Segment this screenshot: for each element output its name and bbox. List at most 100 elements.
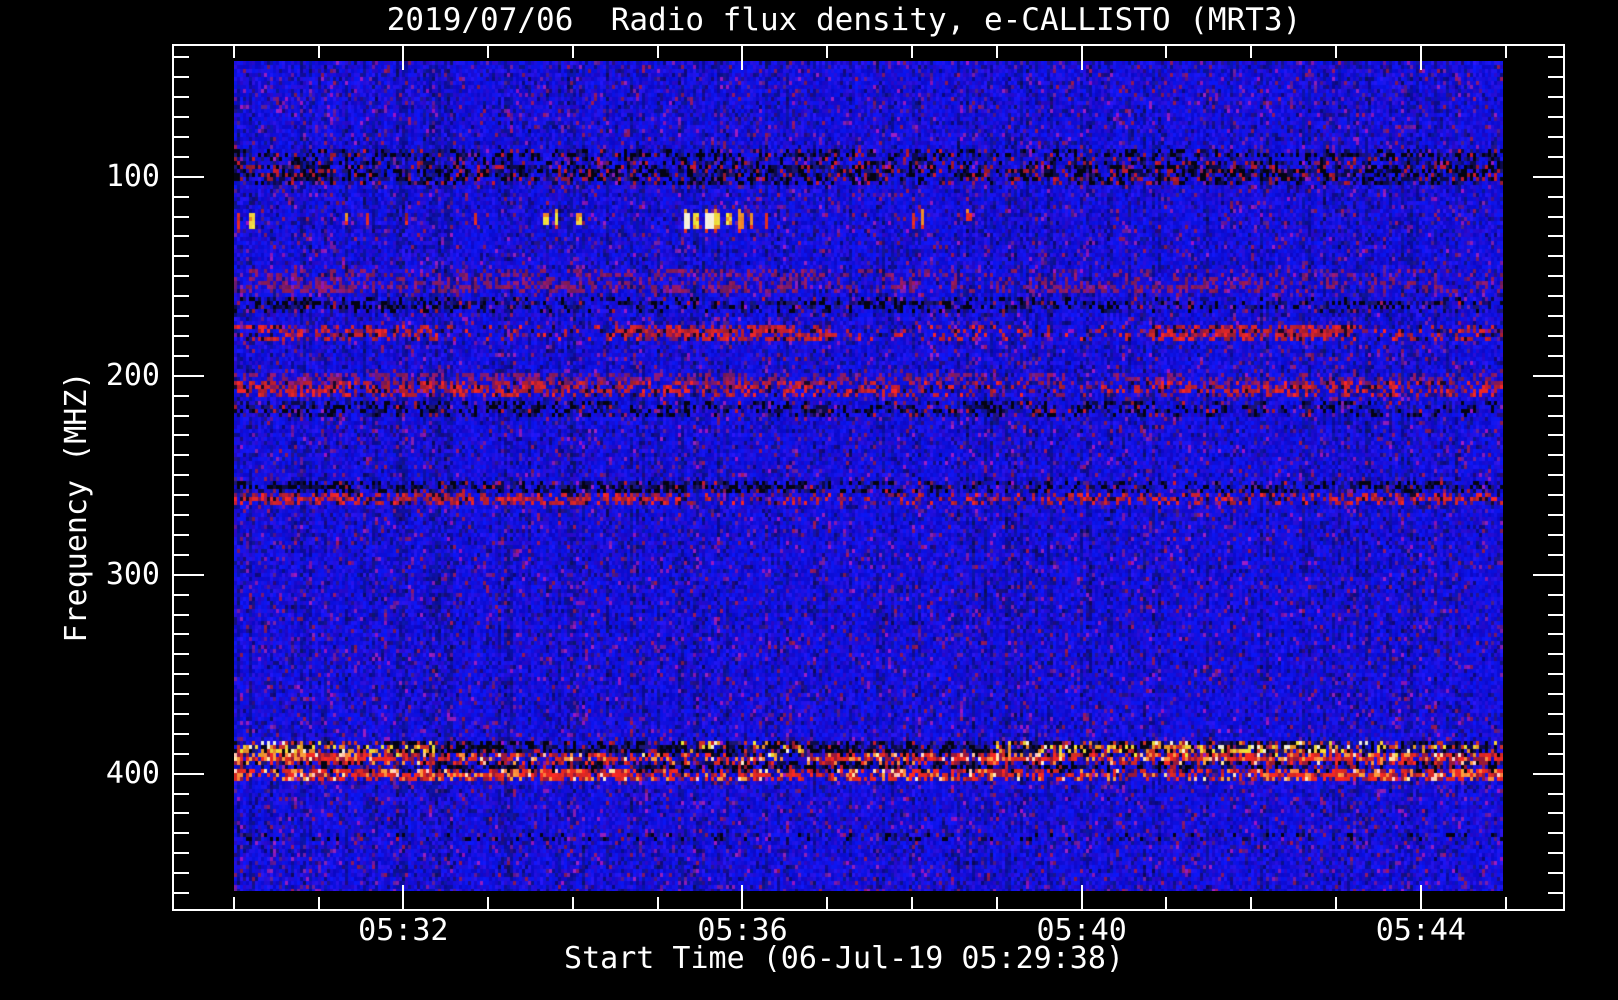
- y-minor-tick: [1548, 872, 1563, 875]
- x-major-tick: [741, 46, 744, 70]
- y-minor-tick: [1548, 454, 1563, 457]
- y-minor-tick: [174, 653, 189, 656]
- y-minor-tick: [1548, 613, 1563, 616]
- x-minor-tick: [1165, 46, 1168, 58]
- y-minor-tick: [174, 593, 189, 596]
- plot-frame: [172, 44, 1565, 911]
- x-minor-tick: [826, 897, 829, 909]
- x-minor-tick: [995, 897, 998, 909]
- y-minor-tick: [1548, 235, 1563, 238]
- y-tick-label: 400: [105, 755, 160, 791]
- y-minor-tick: [1548, 732, 1563, 735]
- x-minor-tick: [1250, 897, 1253, 909]
- y-minor-tick: [174, 732, 189, 735]
- x-minor-tick: [826, 46, 829, 58]
- x-minor-tick: [656, 897, 659, 909]
- y-tick-label: 100: [105, 158, 160, 194]
- x-minor-tick: [1504, 897, 1507, 909]
- x-major-tick: [402, 46, 405, 70]
- y-minor-tick: [1548, 514, 1563, 516]
- x-minor-tick: [232, 46, 235, 58]
- x-minor-tick: [317, 897, 320, 909]
- y-minor-tick: [174, 295, 189, 298]
- y-major-tick: [1533, 772, 1563, 775]
- y-minor-tick: [1548, 116, 1563, 119]
- y-minor-tick: [174, 155, 189, 158]
- y-minor-tick: [1548, 295, 1563, 298]
- x-major-tick: [1419, 46, 1422, 70]
- y-minor-tick: [1548, 275, 1563, 278]
- y-minor-tick: [174, 852, 189, 855]
- y-minor-tick: [174, 474, 189, 477]
- x-minor-tick: [1335, 46, 1338, 58]
- y-minor-tick: [1548, 394, 1563, 397]
- y-minor-tick: [174, 454, 189, 457]
- x-major-tick: [741, 885, 744, 909]
- y-major-tick: [174, 772, 204, 775]
- y-minor-tick: [1548, 155, 1563, 158]
- x-minor-tick: [995, 46, 998, 58]
- y-minor-tick: [1548, 553, 1563, 556]
- y-major-tick: [174, 573, 204, 576]
- y-minor-tick: [174, 533, 189, 536]
- y-minor-tick: [1548, 593, 1563, 596]
- y-minor-tick: [174, 633, 189, 636]
- y-minor-tick: [1548, 255, 1563, 258]
- y-minor-tick: [1548, 135, 1563, 138]
- x-minor-tick: [317, 46, 320, 58]
- y-minor-tick: [1548, 215, 1563, 218]
- y-minor-tick: [174, 892, 189, 895]
- y-minor-tick: [174, 553, 189, 556]
- y-minor-tick: [174, 56, 189, 59]
- y-minor-tick: [1548, 533, 1563, 536]
- y-minor-tick: [174, 195, 189, 198]
- y-tick-label: 200: [105, 357, 160, 393]
- y-minor-tick: [1548, 474, 1563, 477]
- x-minor-tick: [487, 46, 490, 58]
- y-minor-tick: [1548, 792, 1563, 795]
- y-major-tick: [1533, 573, 1563, 576]
- x-tick-label: 05:32: [358, 913, 449, 948]
- y-minor-tick: [174, 354, 189, 357]
- y-minor-tick: [174, 832, 189, 835]
- y-tick-label: 300: [105, 556, 160, 592]
- x-minor-tick: [487, 897, 490, 909]
- y-minor-tick: [1548, 354, 1563, 357]
- x-major-tick: [1419, 885, 1422, 909]
- y-minor-tick: [1548, 434, 1563, 437]
- x-minor-tick: [656, 46, 659, 58]
- y-minor-tick: [174, 414, 189, 417]
- y-minor-tick: [1548, 56, 1563, 59]
- y-minor-tick: [174, 712, 189, 715]
- y-minor-tick: [1548, 494, 1563, 497]
- y-minor-tick: [174, 613, 189, 616]
- spectrogram-canvas: [234, 61, 1503, 891]
- y-minor-tick: [174, 275, 189, 278]
- y-minor-tick: [174, 96, 189, 99]
- y-major-tick: [174, 374, 204, 377]
- chart-title: 2019/07/06 Radio flux density, e-CALLIST…: [386, 2, 1302, 38]
- x-tick-label: 05:40: [1036, 913, 1127, 948]
- y-minor-tick: [1548, 832, 1563, 835]
- y-major-tick: [1533, 175, 1563, 178]
- y-minor-tick: [174, 116, 189, 119]
- y-minor-tick: [174, 752, 189, 755]
- y-minor-tick: [1548, 76, 1563, 79]
- y-minor-tick: [174, 235, 189, 238]
- x-tick-label: 05:44: [1375, 913, 1466, 948]
- y-minor-tick: [174, 255, 189, 258]
- y-minor-tick: [174, 135, 189, 138]
- x-axis-title: Start Time (06-Jul-19 05:29:38): [564, 941, 1124, 976]
- y-minor-tick: [174, 394, 189, 397]
- y-minor-tick: [1548, 334, 1563, 337]
- x-major-tick: [1080, 885, 1083, 909]
- y-minor-tick: [174, 215, 189, 218]
- y-axis-title: Frequency (MHZ): [59, 371, 94, 643]
- x-minor-tick: [1335, 897, 1338, 909]
- y-minor-tick: [1548, 653, 1563, 656]
- x-major-tick: [402, 885, 405, 909]
- x-minor-tick: [1165, 897, 1168, 909]
- y-minor-tick: [1548, 812, 1563, 815]
- y-minor-tick: [1548, 712, 1563, 715]
